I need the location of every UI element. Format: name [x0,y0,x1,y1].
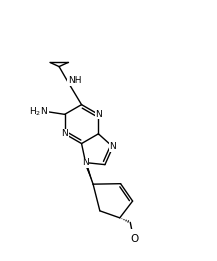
Polygon shape [84,162,93,184]
Text: NH: NH [68,76,81,85]
Text: N: N [61,129,68,138]
Text: N: N [110,142,116,151]
Text: H$_2$N: H$_2$N [29,105,48,118]
Text: O: O [131,234,139,244]
Text: N: N [95,110,102,119]
Text: N: N [82,158,89,167]
